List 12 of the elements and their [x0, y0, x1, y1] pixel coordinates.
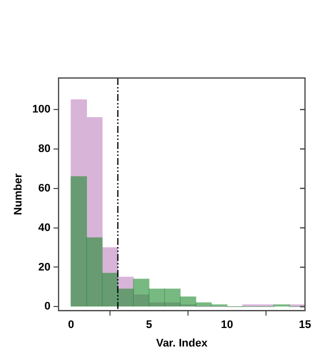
y-tick-label: 60: [38, 182, 51, 194]
y-tick-label: 40: [38, 222, 51, 234]
y-tick-label: 0: [44, 300, 51, 313]
y-axis-title: Number: [12, 172, 25, 216]
x-axis-title: Var. Index: [156, 337, 208, 350]
x-tick-label: 15: [298, 319, 312, 332]
x-tick-label: 10: [220, 319, 234, 332]
y-tick-label: 80: [38, 142, 51, 155]
y-tick-label: 20: [38, 261, 51, 274]
x-tick-label: 0: [68, 319, 74, 332]
y-tick-label: 100: [32, 104, 51, 116]
x-tick-label: 5: [146, 319, 152, 332]
